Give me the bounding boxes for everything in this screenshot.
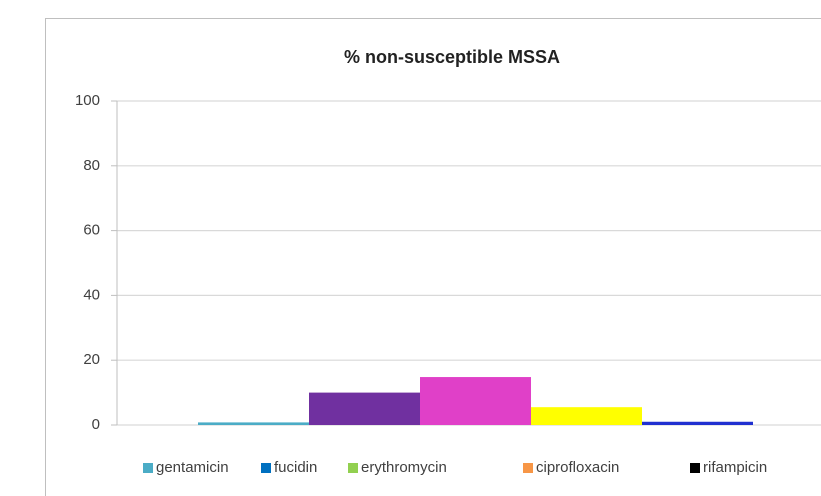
legend-label: fucidin bbox=[274, 459, 317, 476]
y-tick-label: 20 bbox=[83, 351, 100, 368]
legend-swatch bbox=[523, 463, 533, 473]
bar bbox=[420, 377, 531, 425]
y-tick-label: 0 bbox=[92, 416, 100, 433]
y-tick-label: 80 bbox=[83, 157, 100, 174]
y-tick-label: 60 bbox=[83, 222, 100, 239]
chart-title: % non-susceptible MSSA bbox=[344, 47, 560, 67]
legend-label: gentamicin bbox=[156, 459, 229, 476]
legend-label: rifampicin bbox=[703, 459, 767, 476]
legend-swatch bbox=[143, 463, 153, 473]
legend-swatch bbox=[690, 463, 700, 473]
y-tick-label: 40 bbox=[83, 286, 100, 303]
bar bbox=[531, 407, 642, 425]
y-tick-label: 100 bbox=[75, 92, 100, 109]
bar bbox=[198, 422, 309, 425]
legend-swatch bbox=[261, 463, 271, 473]
legend-label: erythromycin bbox=[361, 459, 447, 476]
legend-label: ciprofloxacin bbox=[536, 459, 619, 476]
bar bbox=[309, 392, 420, 425]
bar bbox=[642, 421, 753, 425]
legend-swatch bbox=[348, 463, 358, 473]
